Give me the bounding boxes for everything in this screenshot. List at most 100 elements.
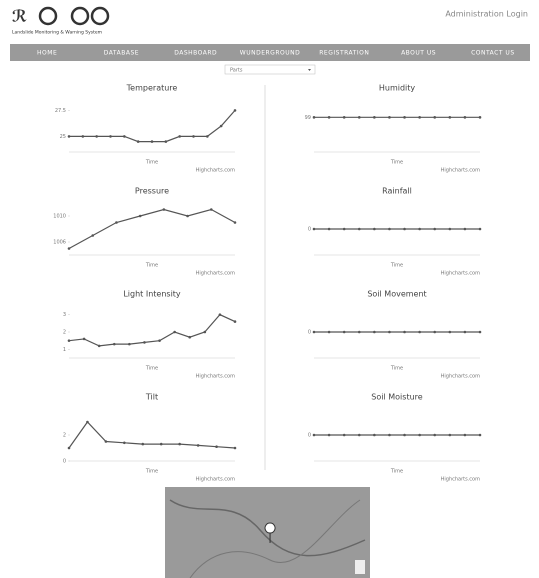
data-point: [158, 339, 161, 342]
data-point: [163, 208, 166, 211]
logo-icon: [72, 8, 88, 24]
chart-credit: Highcharts.com: [196, 168, 235, 174]
data-point: [68, 339, 71, 342]
data-point: [433, 116, 436, 119]
y-tick-label: 2: [63, 433, 66, 439]
data-point: [328, 228, 331, 231]
data-point: [178, 135, 181, 138]
data-point: [91, 234, 94, 237]
data-point: [165, 140, 168, 143]
nav-item[interactable]: DASHBOARD: [174, 50, 217, 57]
data-point: [433, 331, 436, 334]
y-tick-label: 25: [60, 134, 66, 140]
data-point: [328, 331, 331, 334]
data-point: [464, 116, 467, 119]
data-point: [388, 434, 391, 437]
y-tick-label: 3: [63, 312, 66, 318]
data-point: [123, 135, 126, 138]
data-point: [68, 447, 71, 450]
data-point: [188, 336, 191, 339]
data-point: [143, 341, 146, 344]
data-point: [313, 331, 316, 334]
data-point: [160, 443, 163, 446]
series-line: [69, 210, 235, 249]
data-point: [479, 228, 482, 231]
x-axis-label: Time: [390, 469, 403, 475]
chart-credit: Highcharts.com: [441, 374, 480, 380]
dropdown-label[interactable]: Parts: [230, 68, 243, 74]
data-point: [313, 434, 316, 437]
data-point: [105, 440, 108, 443]
data-point: [418, 228, 421, 231]
data-point: [313, 228, 316, 231]
data-point: [113, 343, 116, 346]
nav-item[interactable]: REGISTRATION: [319, 50, 369, 57]
chart-title: Temperature: [126, 84, 178, 93]
x-axis-label: Time: [390, 263, 403, 269]
y-tick-label: 27.5: [55, 108, 66, 114]
data-point: [86, 421, 89, 424]
nav-item[interactable]: HOME: [37, 50, 57, 57]
chart-title: Rainfall: [382, 187, 412, 196]
data-point: [215, 445, 218, 448]
x-axis-label: Time: [390, 160, 403, 166]
data-point: [128, 343, 131, 346]
data-point: [403, 434, 406, 437]
x-axis-label: Time: [145, 469, 158, 475]
series-line: [69, 110, 235, 141]
logo: ℛ Landslide Monitoring & Warning System: [12, 7, 108, 36]
data-point: [449, 331, 452, 334]
data-point: [373, 116, 376, 119]
login-link[interactable]: Administration Login: [445, 10, 528, 19]
data-point: [328, 434, 331, 437]
map-zoom[interactable]: [355, 560, 365, 574]
data-point: [479, 116, 482, 119]
y-tick-label: 0: [308, 433, 311, 439]
logo-icon: [40, 8, 56, 24]
y-tick-label: 0: [308, 227, 311, 233]
chart-title: Pressure: [135, 187, 169, 196]
data-point: [373, 228, 376, 231]
data-point: [137, 140, 140, 143]
y-tick-label: 0: [308, 330, 311, 336]
data-point: [358, 228, 361, 231]
nav-item[interactable]: WUNDERGROUND: [240, 50, 300, 57]
chart-credit: Highcharts.com: [196, 271, 235, 277]
data-point: [98, 345, 101, 348]
chart-title: Soil Movement: [367, 290, 426, 299]
nav-item[interactable]: CONTACT US: [471, 50, 515, 57]
data-point: [358, 434, 361, 437]
x-axis-label: Time: [390, 366, 403, 372]
data-point: [388, 228, 391, 231]
data-point: [358, 116, 361, 119]
x-axis-label: Time: [145, 160, 158, 166]
x-axis-label: Time: [145, 366, 158, 372]
chart-title: Light Intensity: [123, 290, 181, 299]
data-point: [234, 447, 237, 450]
data-point: [234, 109, 237, 112]
data-point: [479, 434, 482, 437]
data-point: [234, 320, 237, 323]
logo-icon: [92, 8, 108, 24]
data-point: [186, 215, 189, 218]
data-point: [464, 434, 467, 437]
data-point: [219, 313, 222, 316]
data-point: [83, 338, 86, 341]
nav-item[interactable]: ABOUT US: [401, 50, 436, 57]
series-line: [69, 422, 235, 448]
data-point: [343, 116, 346, 119]
page-canvas: ℛ Landslide Monitoring & Warning System …: [0, 0, 539, 578]
data-point: [464, 228, 467, 231]
data-point: [204, 331, 207, 334]
data-point: [82, 135, 85, 138]
data-point: [479, 331, 482, 334]
chart-title: Tilt: [145, 393, 158, 402]
y-tick-label: 2: [63, 330, 66, 336]
data-point: [192, 135, 195, 138]
nav-item[interactable]: DATABASE: [104, 50, 139, 57]
data-point: [109, 135, 112, 138]
data-point: [373, 331, 376, 334]
series-line: [69, 315, 235, 346]
data-point: [173, 331, 176, 334]
data-point: [139, 215, 142, 218]
